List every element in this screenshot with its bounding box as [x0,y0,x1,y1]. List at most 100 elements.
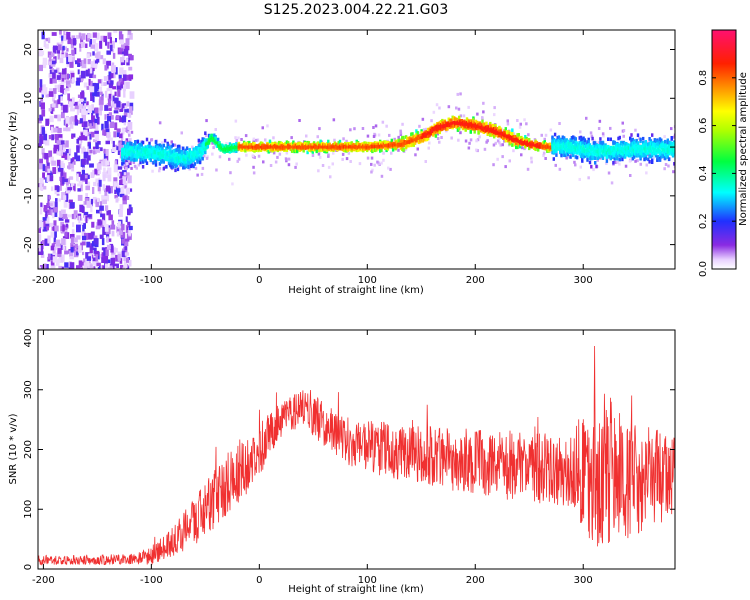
ridge-core-cell [228,146,232,150]
ridge-cell [122,152,125,156]
ridge-cell [477,131,480,135]
ridge-core-cell [346,145,349,149]
ridge-cell [171,159,175,163]
ridge-cell [307,141,311,145]
ridge-cell [318,148,321,153]
ridge-core-cell [261,145,264,149]
speckle-cell [370,170,373,174]
ridge-cell [156,154,159,158]
speckle-cell [648,140,651,144]
ridge-cell [551,150,554,155]
noise-cell [39,265,44,269]
speckle-cell [130,166,133,170]
ridge-cell [244,148,247,153]
ridge-cell [285,140,289,144]
ridge-cell [463,124,466,128]
ridge-core-cell [369,145,373,149]
speckle-cell [231,182,234,186]
ridge-core-cell [302,145,305,149]
ridge-cell [207,137,211,142]
noise-cell [77,183,81,187]
ridge-cell [242,140,246,145]
ridge-cell [552,157,555,161]
noise-cell [62,214,67,218]
noise-cell [57,99,61,105]
noise-cell [59,210,63,218]
ridge-cell [329,148,333,152]
ridge-cell [307,148,311,152]
noise-cell [69,256,74,260]
ridge-core-cell [437,126,440,130]
ridge-cell [135,158,138,162]
ridge-core-cell [516,139,519,143]
speckle-cell [506,119,509,123]
speckle-cell [385,124,388,128]
speckle-cell [486,139,489,143]
noise-cell [73,210,78,216]
ridge-cell [161,146,164,151]
noise-cell [59,42,63,46]
noise-cell [76,224,81,233]
noise-cell [126,101,130,107]
noise-cell [54,114,58,119]
ridge-core-cell [263,145,266,149]
ridge-cell [131,146,134,151]
noise-cell [65,231,68,238]
ridge-cell [131,155,134,159]
ridge-cell [324,147,327,152]
ridge-cell [610,149,614,154]
ridge-cell [469,125,472,130]
noise-cell [68,117,73,125]
ridge-cell [338,139,342,144]
noise-cell [120,44,126,51]
ridge-core-cell [547,145,550,149]
ridge-cell [385,148,388,153]
ridge-cell [170,161,173,166]
ridge-cell [200,153,203,157]
noise-cell [41,31,45,40]
ridge-cell [327,139,330,144]
ridge-cell [509,131,513,136]
ridge-cell [437,123,440,127]
noise-cell [71,135,74,139]
ridge-core-cell [239,145,242,149]
ridge-core-cell [503,133,506,137]
ridge-cell [587,143,590,147]
noise-cell [122,164,127,168]
ridge-cell [569,144,572,149]
ridge-cell [573,142,576,147]
ridge-cell [187,161,190,165]
noise-cell [99,55,104,60]
ridge-cell [364,141,368,146]
ridge-cell [132,149,136,154]
ridge-cell [578,136,581,140]
speckle-cell [381,120,385,124]
speckle-cell [294,165,297,169]
noise-cell [122,195,127,201]
ridge-cell [508,131,511,136]
ridge-cell [175,152,178,157]
noise-cell [106,210,111,216]
ridge-cell [507,138,510,142]
ridge-core-cell [411,139,414,143]
speckle-cell [527,133,530,137]
ridge-cell [520,135,523,140]
noise-cell [90,243,94,250]
ridge-cell [213,133,216,138]
ridge-cell [201,138,204,142]
ridge-core-cell [327,145,330,149]
speckle-cell [329,175,332,179]
ridge-cell [197,154,200,159]
noise-cell [83,82,88,88]
speckle-cell [499,143,502,147]
speckle-cell [358,162,362,166]
ridge-cell [369,147,373,151]
noise-cell [53,231,57,238]
ridge-cell [441,120,444,125]
speckle-cell [579,130,582,134]
noise-cell [104,105,109,111]
ridge-core-cell [211,137,215,140]
ridge-cell [218,141,221,145]
ridge-core-cell [315,145,318,149]
ridge-cell [467,118,470,123]
